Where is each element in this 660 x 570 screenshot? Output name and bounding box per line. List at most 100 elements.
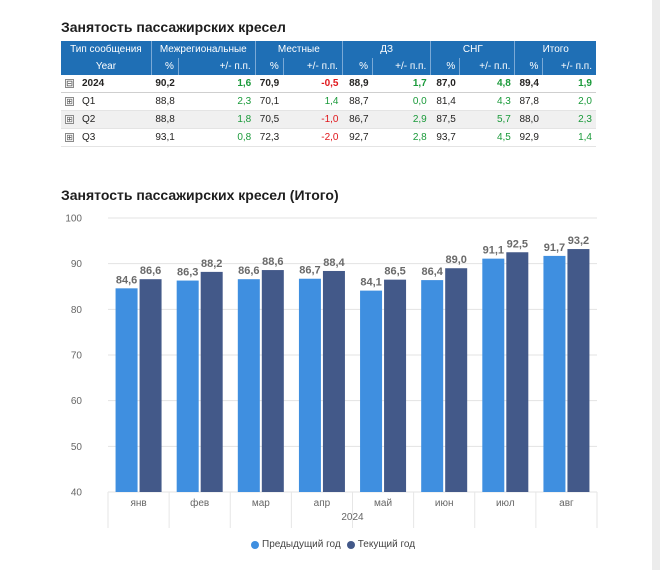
- delta-header[interactable]: +/- п.п.: [282, 58, 343, 75]
- percent-header[interactable]: %: [150, 58, 179, 75]
- delta-cell: -2,0: [283, 128, 343, 147]
- bar: [322, 270, 345, 492]
- bar: [543, 255, 566, 492]
- percent-cell: 70,5: [255, 110, 284, 129]
- data-label: 89,0: [445, 254, 466, 266]
- chart-title: Занятость пассажирских кресел (Итого): [61, 187, 339, 203]
- group-header[interactable]: Итого: [514, 41, 596, 58]
- percent-cell: 88,9: [342, 75, 373, 93]
- expand-icon[interactable]: ⊞: [65, 114, 74, 124]
- delta-cell: 2,0: [542, 92, 596, 111]
- bar: [115, 288, 138, 492]
- table-row: ⊞ Q1 88,8 2,3 70,1 1,4 88,7 0,0 81,4 4,3 87,8 2,0: [61, 92, 596, 111]
- delta-cell: 2,8: [372, 128, 431, 147]
- group-header[interactable]: ДЗ: [341, 41, 431, 58]
- delta-header[interactable]: +/- п.п.: [177, 58, 256, 75]
- row-label: 2024: [82, 78, 105, 89]
- bar: [567, 249, 590, 492]
- group-header[interactable]: СНГ: [430, 41, 515, 58]
- percent-cell: 81,4: [430, 92, 460, 111]
- collapse-icon[interactable]: ⊟: [65, 78, 74, 88]
- y-tick-label: 40: [71, 488, 83, 499]
- percent-cell: 72,3: [255, 128, 284, 147]
- y-tick-label: 100: [65, 214, 82, 225]
- percent-cell: 87,5: [430, 110, 460, 129]
- data-label: 92,5: [507, 238, 528, 250]
- data-label: 88,6: [262, 256, 283, 268]
- data-label: 91,7: [544, 242, 565, 254]
- bar: [298, 278, 321, 492]
- legend-item-current[interactable]: Текущий год: [346, 539, 416, 550]
- delta-cell: -1,0: [283, 110, 343, 129]
- percent-header[interactable]: %: [254, 58, 284, 75]
- delta-cell: 4,5: [459, 128, 515, 147]
- table-row: ⊞ Q2 88,8 1,8 70,5 -1,0 86,7 2,9 87,5 5,7 88,0 2,3: [61, 110, 596, 129]
- x-tick-label: июн: [435, 498, 454, 509]
- x-tick-label: фев: [190, 497, 209, 509]
- row-label: Q2: [82, 114, 96, 125]
- row-label-cell: ⊞ Q3: [61, 128, 152, 147]
- legend-dot-current: [346, 540, 355, 549]
- delta-header[interactable]: +/- п.п.: [372, 58, 431, 75]
- percent-header[interactable]: %: [514, 58, 543, 75]
- bar: [139, 279, 162, 492]
- x-tick-label: апр: [314, 498, 331, 509]
- year-header[interactable]: Year: [61, 58, 152, 75]
- legend-label-current: Текущий год: [357, 539, 416, 550]
- data-label: 86,6: [238, 265, 259, 277]
- delta-header[interactable]: +/- п.п.: [459, 58, 515, 75]
- group-header-label[interactable]: Тип сообщения: [61, 41, 152, 58]
- delta-cell: 1,7: [372, 75, 431, 93]
- table-row: ⊞ Q3 93,1 0,8 72,3 -2,0 92,7 2,8 93,7 4,5 92,9 1,4: [61, 128, 596, 147]
- percent-cell: 88,0: [514, 110, 543, 129]
- table-title: Занятость пассажирских кресел: [61, 19, 286, 35]
- delta-cell: 5,7: [459, 110, 515, 129]
- x-tick-label: янв: [130, 498, 146, 509]
- delta-cell: 0,0: [372, 92, 431, 111]
- data-label: 91,1: [483, 245, 504, 257]
- legend-item-previous[interactable]: Предыдущий год: [251, 539, 341, 550]
- percent-cell: 88,8: [151, 110, 179, 129]
- y-tick-label: 90: [71, 259, 83, 270]
- data-label: 84,1: [360, 277, 381, 289]
- scroll-edge: [652, 0, 660, 570]
- x-tick-label: май: [374, 498, 392, 509]
- delta-header[interactable]: +/- п.п.: [542, 58, 596, 75]
- group-header[interactable]: Местные: [254, 41, 343, 58]
- x-tick-label: мар: [252, 498, 270, 509]
- group-header[interactable]: Межрегиональные: [150, 41, 256, 58]
- delta-cell: 2,3: [542, 110, 596, 129]
- bar: [176, 280, 199, 492]
- sub-header-row: Year % +/- п.п. % +/- п.п. % +/- п.п. % …: [61, 58, 596, 75]
- percent-cell: 90,2: [151, 75, 179, 93]
- delta-cell: 4,3: [459, 92, 515, 111]
- bar: [200, 271, 223, 492]
- y-tick-label: 50: [71, 442, 83, 453]
- percent-header[interactable]: %: [430, 58, 460, 75]
- data-label: 93,2: [568, 235, 589, 247]
- chart-legend: Предыдущий год Текущий год: [251, 539, 421, 550]
- percent-cell: 92,7: [342, 128, 373, 147]
- bar: [360, 290, 383, 492]
- row-label: Q3: [82, 132, 96, 143]
- percent-cell: 92,9: [514, 128, 543, 147]
- data-label: 88,2: [201, 258, 222, 270]
- bar: [506, 252, 529, 492]
- matrix-body: ⊟ 2024 90,2 1,6 70,9 -0,5 88,9 1,7 87,0 4,8 89,4 1,…: [61, 75, 596, 147]
- legend-label-previous: Предыдущий год: [262, 539, 341, 550]
- percent-header[interactable]: %: [341, 58, 373, 75]
- x-axis-label: 2024: [341, 512, 364, 523]
- delta-cell: 0,8: [178, 128, 256, 147]
- data-label: 88,4: [323, 257, 345, 269]
- legend-dot-previous: [251, 540, 259, 549]
- delta-cell: 2,3: [178, 92, 256, 111]
- data-label: 86,6: [140, 265, 161, 277]
- row-label-cell: ⊞ Q1: [61, 92, 152, 111]
- bar: [237, 279, 260, 492]
- expand-icon[interactable]: ⊞: [65, 132, 74, 142]
- bar: [384, 279, 407, 492]
- delta-cell: 2,9: [372, 110, 431, 129]
- percent-cell: 89,4: [514, 75, 543, 93]
- expand-icon[interactable]: ⊞: [65, 96, 74, 106]
